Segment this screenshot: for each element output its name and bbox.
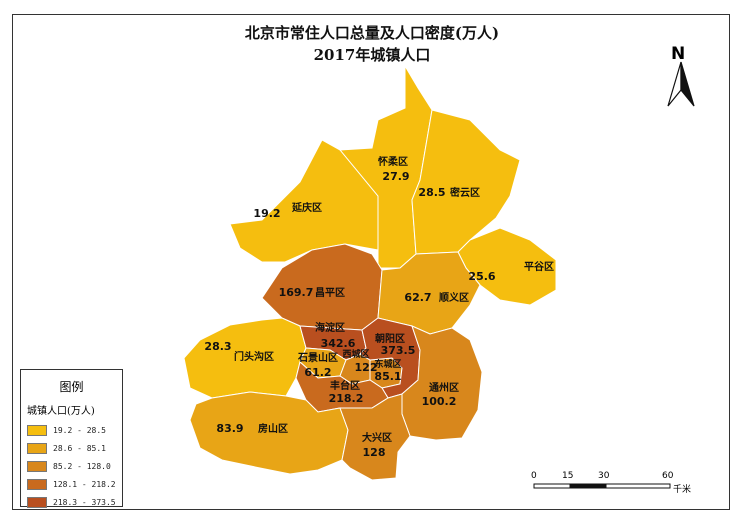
scale-tick-label: 0 [531,471,537,481]
legend-item-label: 85.2 - 128.0 [53,461,111,471]
legend-swatch [27,460,47,472]
district-value-label: 85.1 [374,370,401,383]
district-name-label: 海淀区 [315,321,345,334]
district-shape-miyun [411,109,521,255]
district-name-label: 大兴区 [362,431,392,444]
district-value-label: 169.7 [279,286,314,299]
scale-unit-label: 千米 [673,485,692,495]
district-value-label: 28.5 [418,186,445,199]
district-value-label: 128 [363,446,386,459]
district-value-label: 28.3 [204,340,231,353]
district-value-label: 61.2 [304,366,331,379]
district-value-label: 83.9 [216,422,243,435]
district-value-label: 122 [355,361,378,374]
district-name-label: 延庆区 [291,201,322,214]
district-name-label: 石景山区 [297,351,338,364]
district-value-label: 27.9 [382,170,409,183]
legend-item-label: 19.2 - 28.5 [53,425,106,435]
scale-bar [533,483,671,489]
district-name-label: 门头沟区 [234,350,274,363]
scale-tick-label: 60 [662,471,674,481]
district-name-label: 西城区 [342,348,369,360]
district-name-label: 东城区 [374,358,401,370]
district-value-label: 218.2 [329,392,364,405]
legend-swatch [27,442,47,454]
district-name-label: 朝阳区 [375,332,405,345]
district-value-label: 100.2 [422,395,457,408]
district-name-label: 平谷区 [524,260,554,273]
legend-item-label: 128.1 - 218.2 [53,479,116,489]
legend-item: 28.6 - 85.1 [27,439,122,457]
legend-subtitle: 城镇人口(万人) [27,406,95,417]
scale-tick-label: 15 [562,471,574,481]
district-value-label: 62.7 [404,291,431,304]
district-name-label: 怀柔区 [378,155,408,168]
district-shape-daxing [339,393,411,481]
legend-item: 128.1 - 218.2 [27,475,122,493]
legend-title: 图例 [59,380,84,394]
district-shape-tongzhou [401,325,483,441]
legend-item: 85.2 - 128.0 [27,457,122,475]
district-name-label: 昌平区 [315,287,345,299]
north-label: N [671,44,686,64]
legend-swatch [27,424,47,436]
district-shape-yanqing [229,139,379,263]
district-value-label: 373.5 [381,344,416,357]
legend-item-label: 28.6 - 85.1 [53,443,106,453]
map-legend: 图例 城镇人口(万人) 19.2 - 28.5 28.6 - 85.1 85.2… [20,369,123,508]
district-name-label: 密云区 [450,186,480,199]
map-title: 北京市常住人口总量及人口密度(万人) [244,24,500,42]
legend-item: 19.2 - 28.5 [27,421,122,439]
district-name-label: 顺义区 [439,291,469,304]
scale-tick-label: 30 [598,471,610,481]
legend-item-label: 218.3 - 373.5 [53,497,116,507]
map-subtitle: 2017年城镇人口 [313,46,431,64]
district-value-label: 25.6 [468,270,495,283]
north-arrow-icon [667,61,695,107]
district-value-label: 342.6 [321,337,356,350]
legend-swatch [27,496,47,508]
district-name-label: 丰台区 [330,379,360,392]
district-name-label: 通州区 [429,382,459,394]
legend-swatch [27,478,47,490]
legend-item: 218.3 - 373.5 [27,493,122,511]
district-name-label: 房山区 [258,422,288,435]
district-value-label: 19.2 [253,207,280,220]
